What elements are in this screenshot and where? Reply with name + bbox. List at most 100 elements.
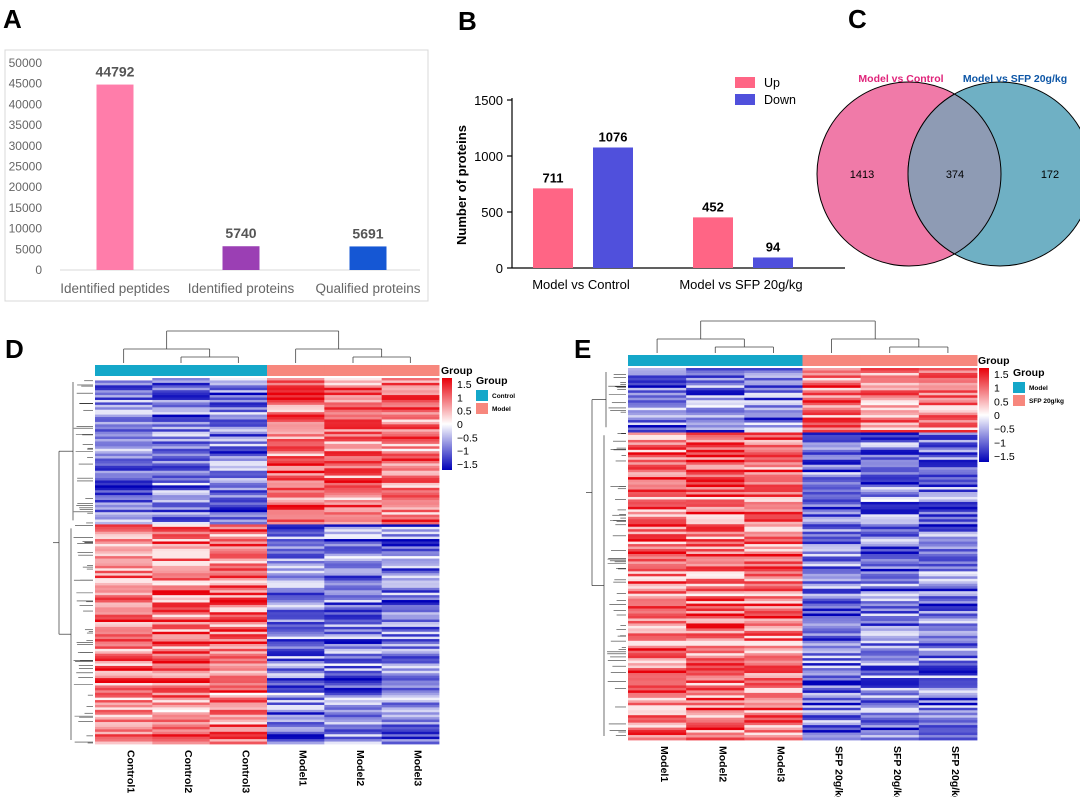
heatmap-cell xyxy=(860,660,920,664)
heatmap-cell xyxy=(209,500,268,503)
heatmap-cell xyxy=(802,678,862,681)
bar-up-1 xyxy=(693,217,733,268)
heatmap-cell xyxy=(918,625,978,629)
heatmap-cell xyxy=(686,526,745,530)
heatmap-cell xyxy=(744,608,803,612)
heatmap-cell xyxy=(628,464,687,468)
heatmap-cell xyxy=(628,454,687,458)
heatmap-cell xyxy=(628,516,687,520)
heatmap-cell xyxy=(152,675,211,679)
heatmap-cell xyxy=(860,591,920,595)
heatmap-cell xyxy=(324,729,383,733)
heatmap-cell xyxy=(381,595,440,598)
heatmap-cell xyxy=(152,514,211,518)
heatmap-cell xyxy=(324,607,383,611)
heatmap-cell xyxy=(381,670,440,674)
heatmap-cell xyxy=(267,680,325,684)
heatmap-cell xyxy=(860,630,920,634)
heatmap-cell xyxy=(381,434,440,437)
heatmap-cell xyxy=(744,680,803,684)
heatmap-cell xyxy=(95,678,153,681)
heatmap-cell xyxy=(95,556,153,559)
heatmap-cell xyxy=(152,441,211,445)
heatmap-cell xyxy=(802,568,862,572)
heatmap-cell xyxy=(918,420,978,423)
heatmap-cell xyxy=(381,561,440,564)
heatmap-cell xyxy=(324,485,383,489)
heatmap-cell xyxy=(918,707,978,711)
heatmap-cell xyxy=(152,570,211,574)
heatmap-cell xyxy=(95,480,153,484)
heatmap-cell xyxy=(918,606,978,609)
heatmap-cell xyxy=(744,385,803,389)
group-legend-swatch xyxy=(476,403,488,414)
heatmap-cell xyxy=(918,544,978,547)
heatmap-cell xyxy=(628,633,687,637)
heatmap-cell xyxy=(95,636,153,640)
heatmap-cell xyxy=(918,635,978,639)
heatmap-cell xyxy=(381,436,440,440)
heatmap-cell xyxy=(324,648,383,652)
heatmap-cell xyxy=(267,639,325,642)
heatmap-cell xyxy=(628,420,687,423)
heatmap-cell xyxy=(267,399,325,403)
heatmap-cell xyxy=(267,453,325,457)
heatmap-cell xyxy=(686,650,745,654)
heatmap-cell xyxy=(918,521,978,525)
heatmap-cell xyxy=(381,570,440,574)
heatmap-cell xyxy=(744,581,803,585)
heatmap-cell xyxy=(209,707,268,711)
heatmap-cell xyxy=(860,430,920,433)
heatmap-cell xyxy=(381,634,440,638)
heatmap-cell xyxy=(744,571,803,575)
heatmap-cell xyxy=(802,442,862,446)
y-tick-label: 50000 xyxy=(9,56,43,70)
heatmap-cell xyxy=(324,568,383,572)
heatmap-cell xyxy=(918,578,978,582)
heatmap-cell xyxy=(686,380,745,384)
bar-value-label: 5740 xyxy=(225,225,256,241)
heatmap-cell xyxy=(209,536,268,540)
heatmap-cell xyxy=(381,458,440,462)
heatmap-cell xyxy=(381,707,440,711)
heatmap-cell xyxy=(381,731,440,735)
heatmap-cell xyxy=(628,368,687,371)
heatmap-cell xyxy=(209,546,268,550)
bar-value-label: 94 xyxy=(766,239,781,254)
heatmap-cell xyxy=(95,441,153,445)
heatmap-cell xyxy=(324,453,383,457)
heatmap-cell xyxy=(860,685,920,689)
heatmap-cell xyxy=(95,431,153,435)
heatmap-cell xyxy=(744,663,803,666)
heatmap-cell xyxy=(324,395,383,398)
heatmap-cell xyxy=(918,648,978,652)
heatmap-cell xyxy=(209,558,268,562)
heatmap-cell xyxy=(324,685,383,689)
heatmap-cell xyxy=(860,682,920,686)
heatmap-cell xyxy=(860,737,920,741)
heatmap-cell xyxy=(267,626,325,630)
heatmap-cell xyxy=(381,497,440,501)
heatmap-cell xyxy=(381,556,440,559)
heatmap-cell xyxy=(628,447,687,451)
heatmap-cell xyxy=(381,429,440,433)
heatmap-cell xyxy=(744,521,803,525)
heatmap-cell xyxy=(209,582,268,586)
heatmap-cell xyxy=(628,462,687,466)
heatmap-cell xyxy=(918,482,978,485)
heatmap-cell xyxy=(209,561,268,564)
heatmap-cell xyxy=(860,531,920,535)
heatmap-cell xyxy=(686,425,745,428)
heatmap-cell xyxy=(324,634,383,638)
heatmap-cell xyxy=(209,460,268,464)
heatmap-cell xyxy=(802,578,862,582)
heatmap-cell xyxy=(860,643,920,647)
heatmap-cell xyxy=(152,736,211,740)
heatmap-cell xyxy=(209,553,268,557)
heatmap-cell xyxy=(152,683,211,686)
heatmap-cell xyxy=(267,722,325,725)
heatmap-cell xyxy=(267,563,325,567)
heatmap-cell xyxy=(860,635,920,639)
heatmap-cell xyxy=(152,546,211,550)
heatmap-cell xyxy=(686,601,745,604)
